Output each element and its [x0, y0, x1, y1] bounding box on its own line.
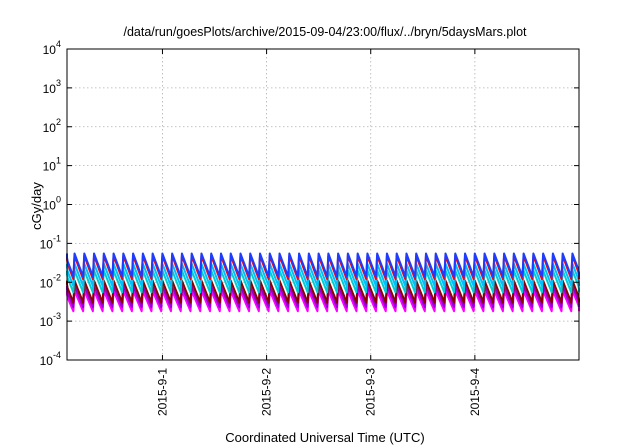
y-tick-label: 100: [43, 195, 61, 213]
y-tick-label: 102: [43, 117, 61, 135]
x-tick-label: 2015-9-4: [468, 368, 482, 416]
x-tick-label: 2015-9-3: [364, 368, 378, 416]
x-tick-label: 2015-9-1: [155, 368, 169, 416]
y-tick-label: 10-4: [40, 350, 61, 368]
series-line: [66, 252, 580, 278]
y-tick-label: 104: [43, 39, 61, 57]
chart-title: /data/run/goesPlots/archive/2015-09-04/2…: [123, 25, 527, 39]
y-axis-label: cGy/day: [29, 182, 44, 230]
plot-area: [66, 252, 580, 313]
y-tick-label: 103: [43, 78, 61, 96]
y-tick-label: 10-3: [40, 311, 61, 329]
y-tick-label: 10-2: [40, 272, 61, 290]
x-axis: 2015-9-1 2015-9-2 2015-9-3 2015-9-4: [155, 49, 482, 416]
y-axis: 10-4 10-3 10-2 10-1 100 101 102 103 104: [40, 39, 579, 368]
y-tick-label: 101: [43, 156, 61, 174]
series-line: [66, 279, 580, 304]
y-tick-label: 10-1: [40, 233, 61, 251]
grid: [67, 49, 579, 360]
x-tick-label: 2015-9-2: [260, 368, 274, 416]
x-axis-label: Coordinated Universal Time (UTC): [225, 430, 424, 445]
